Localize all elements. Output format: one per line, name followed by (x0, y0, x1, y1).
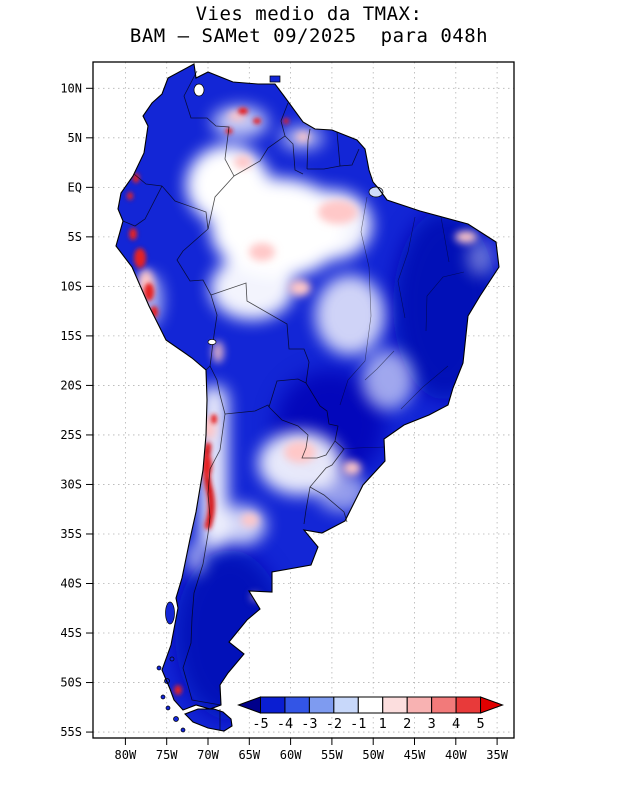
colorbar-tick-label: 1 (379, 716, 387, 732)
lat-tick-label: EQ (68, 180, 82, 194)
colorbar-segment (333, 696, 359, 714)
plot-frame (92, 61, 515, 739)
island-chiloe (165, 601, 175, 625)
island (169, 656, 175, 662)
lat-tick-label: 5S (68, 230, 82, 244)
lat-tick-label: 10N (60, 81, 82, 95)
colorbar-arrow-left (237, 696, 261, 714)
colorbar-tick-label: -2 (326, 716, 342, 732)
colorbar-segment (308, 696, 335, 714)
lat-tick-label: 25S (60, 428, 82, 442)
lon-tick-label: 70W (197, 748, 219, 762)
lat-tick-label: 50S (60, 676, 82, 690)
bias-shading (116, 64, 499, 731)
colorbar-tick-label: -1 (350, 716, 366, 732)
colorbar-segment (357, 696, 384, 714)
colorbar-segment (260, 696, 286, 714)
lat-tick-label: 5N (68, 131, 82, 145)
island (156, 665, 162, 671)
colorbar-tick-label: 5 (476, 716, 484, 732)
colorbar-segment (431, 696, 457, 714)
island (165, 705, 171, 711)
colorbar-segment (382, 696, 408, 714)
axis-ticks-and-labels: 10N 5N EQ 5S 10S 15S 20S 25S 30S 35S 40S 45S 50S 55S 8… (60, 81, 508, 762)
island (160, 694, 166, 700)
lat-tick-label: 20S (60, 378, 82, 392)
lat-tick-label: 55S (60, 725, 82, 739)
lat-tick-label: 10S (60, 279, 82, 293)
colorbar-segment (455, 696, 482, 714)
colorbar-segment (284, 696, 310, 714)
lon-tick-label: 55W (321, 748, 343, 762)
lat-tick-label: 45S (60, 626, 82, 640)
island (180, 727, 186, 733)
lon-tick-label: 50W (362, 748, 384, 762)
lon-tick-label: 75W (156, 748, 178, 762)
lon-tick-label: 60W (280, 748, 302, 762)
lake-maracaibo (193, 83, 205, 97)
colorbar: -5 -4 -3 -2 -1 1 2 3 4 5 (237, 696, 505, 732)
island (173, 716, 179, 722)
lon-tick-label: 65W (238, 748, 260, 762)
lat-tick-label: 35S (60, 527, 82, 541)
figure-title-line1: Vies medio da TMAX: (195, 3, 423, 25)
lon-tick-label: 40W (445, 748, 467, 762)
colorbar-tick-label: -3 (301, 716, 317, 732)
colorbar-tick-label: 2 (403, 716, 411, 732)
island-trinidad (269, 75, 281, 83)
lon-tick-label: 45W (404, 748, 426, 762)
colorbar-arrow-right (480, 696, 505, 714)
lon-tick-label: 35W (486, 748, 508, 762)
lon-tick-label: 80W (115, 748, 137, 762)
colorbar-tick-label: -5 (252, 716, 268, 732)
lat-tick-label: 15S (60, 329, 82, 343)
colorbar-segment (406, 696, 433, 714)
figure-title-line2: BAM – SAMet 09/2025 para 048h (129, 25, 489, 47)
colorbar-tick-label: 3 (428, 716, 436, 732)
lat-tick-label: 30S (60, 477, 82, 491)
lake-titicaca (207, 339, 217, 345)
lakes (193, 83, 217, 345)
colorbar-tick-label: -4 (277, 716, 293, 732)
state-borders (339, 196, 465, 450)
lat-tick-label: 40S (60, 577, 82, 591)
country-borders (122, 70, 360, 731)
colorbar-tick-label: 4 (452, 716, 460, 732)
